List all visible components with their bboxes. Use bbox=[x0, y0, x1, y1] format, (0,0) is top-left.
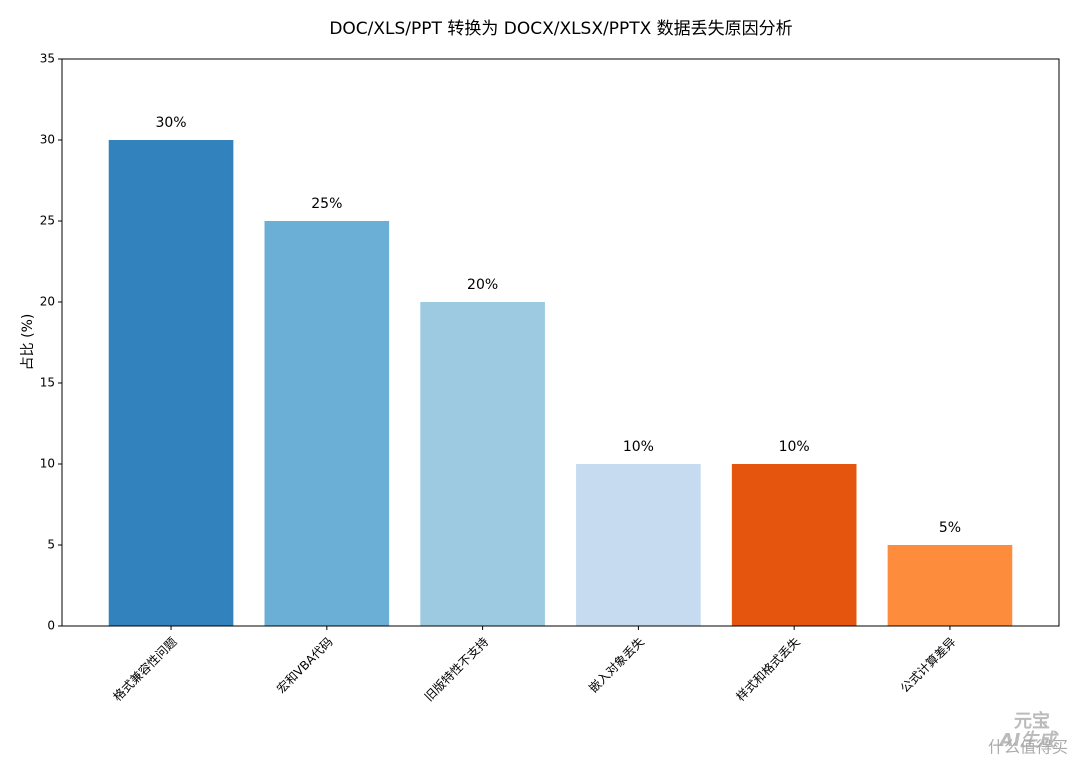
value-label: 30% bbox=[155, 115, 186, 131]
y-tick-label: 10 bbox=[40, 457, 55, 471]
value-label: 10% bbox=[623, 439, 654, 455]
bar bbox=[731, 464, 857, 626]
bar bbox=[576, 464, 701, 626]
y-tick-label: 15 bbox=[40, 376, 55, 390]
bar bbox=[264, 221, 390, 626]
value-label: 10% bbox=[779, 439, 810, 455]
y-tick-label: 25 bbox=[40, 214, 55, 228]
watermark: 元宝 bbox=[1014, 710, 1050, 732]
y-tick-label: 0 bbox=[47, 619, 55, 633]
plot-frame bbox=[61, 58, 1060, 627]
value-label: 20% bbox=[467, 277, 498, 293]
value-label: 5% bbox=[939, 520, 961, 536]
watermark: AI生成 bbox=[998, 730, 1060, 751]
bar bbox=[108, 140, 234, 626]
watermark: 什么值得买 bbox=[988, 738, 1068, 757]
bar bbox=[887, 545, 1013, 626]
y-tick-label: 5 bbox=[47, 538, 55, 552]
chart-title: DOC/XLS/PPT 转换为 DOCX/XLSX/PPTX 数据丢失原因分析 bbox=[329, 19, 792, 39]
bar bbox=[420, 302, 545, 626]
y-axis-label: 占比 (%) bbox=[20, 314, 36, 371]
value-label: 25% bbox=[311, 196, 342, 212]
y-tick-label: 20 bbox=[40, 295, 55, 309]
y-tick-label: 35 bbox=[40, 52, 55, 66]
y-tick-label: 30 bbox=[40, 133, 55, 147]
